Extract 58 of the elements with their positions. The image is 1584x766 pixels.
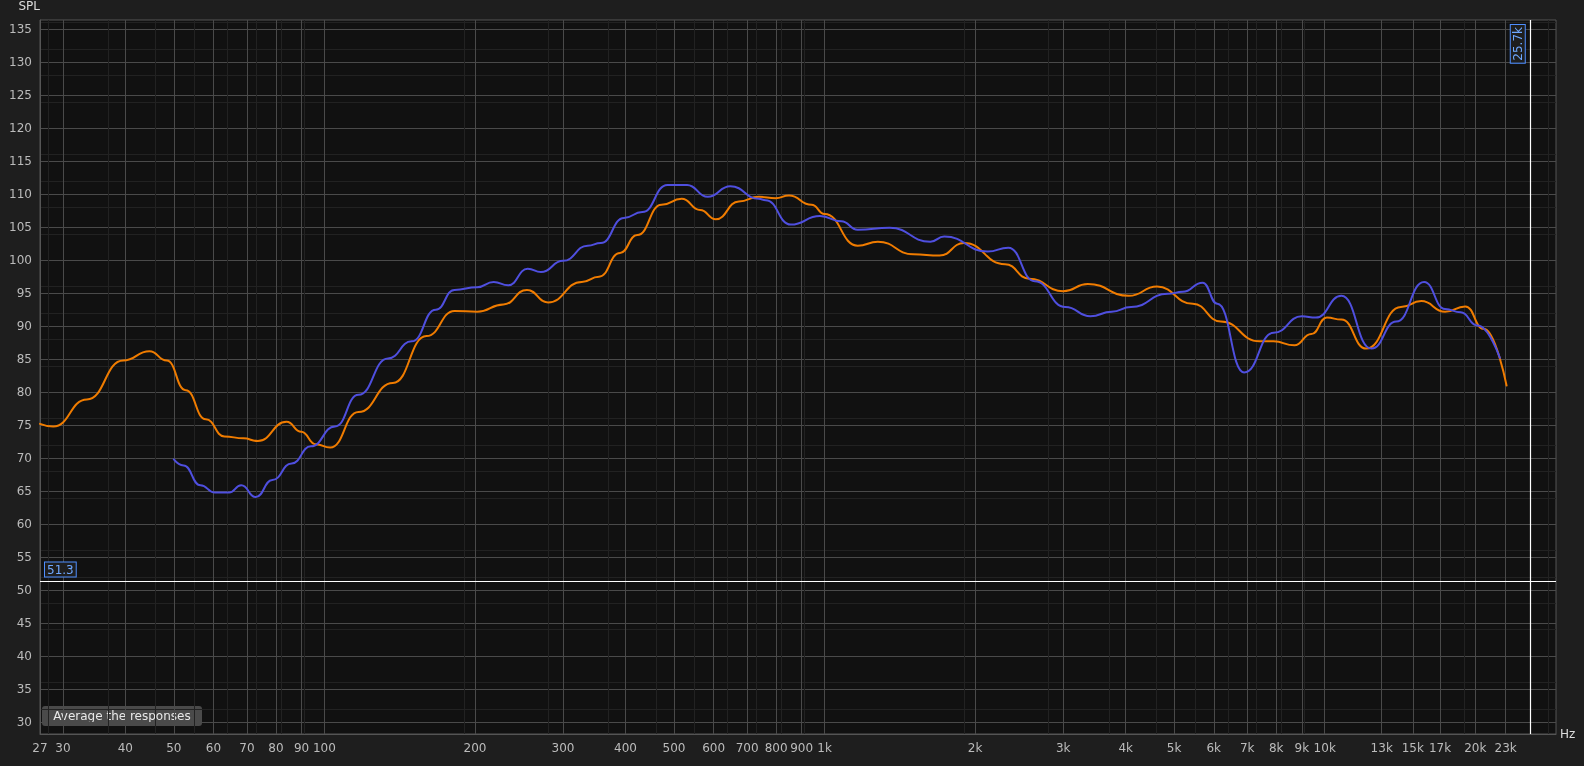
y-tick-label: 80 [16,385,32,400]
y-tick-label: 90 [16,319,32,334]
x-tick-label: 10k [1313,741,1336,755]
y-tick-label: 120 [9,121,32,136]
x-tick-label: 700 [735,741,759,755]
y-tick-label: 35 [16,682,32,697]
y-tick-label: 110 [9,187,32,202]
y-tick-label: 70 [16,451,32,466]
x-tick-label: 900 [790,741,814,755]
x-tick-label: 20k [1464,741,1487,755]
ref-line-label: 25.7k [1510,26,1525,61]
x-axis-title: Hz [1560,727,1576,741]
y-tick-label: 65 [16,484,32,499]
x-tick-label: 3k [1055,741,1071,755]
x-tick-label: 9k [1294,741,1310,755]
ref-line-label: 51.3 [47,562,74,577]
x-tick-label: 8k [1268,741,1284,755]
x-tick-label: 300 [551,741,575,755]
x-tick-label: 2k [967,741,983,755]
y-tick-label: 130 [9,55,32,70]
x-tick-label: 80 [268,741,284,755]
y-tick-label: 45 [16,616,32,631]
x-tick-label: 100 [312,741,336,755]
x-tick-label: 500 [662,741,686,755]
x-tick-label: 13k [1370,741,1393,755]
y-tick-label: 40 [16,649,32,664]
x-tick-label: 90 [293,741,310,755]
x-tick-label: 5k [1166,741,1182,755]
x-tick-label: 4k [1118,741,1134,755]
y-tick-label: 135 [9,22,32,37]
x-tick-label: 60 [205,741,222,755]
y-tick-label: 85 [16,352,32,367]
x-tick-label: 30 [55,741,71,755]
x-tick-label: 800 [764,741,788,755]
x-tick-label: 600 [702,741,726,755]
x-tick-label: 17k [1428,741,1452,755]
y-tick-label: 115 [9,154,32,169]
x-tick-label: 200 [463,741,487,755]
y-axis-title: SPL [18,0,41,13]
x-tick-label: 23k [1494,741,1517,755]
y-tick-label: 75 [16,418,32,433]
x-tick-label: 7k [1239,741,1255,755]
y-tick-label: 100 [9,253,32,268]
x-tick-label: 400 [614,741,637,755]
y-tick-label: 125 [9,88,32,103]
y-tick-label: 60 [16,517,32,532]
x-tick-label: 40 [117,741,134,755]
x-tick-label: 50 [166,741,182,755]
y-tick-label: 50 [16,583,32,598]
y-tick-label: 30 [16,715,32,730]
y-tick-label: 95 [16,286,32,301]
y-tick-label: 105 [9,220,32,235]
x-tick-label: 70 [239,741,255,755]
x-tick-label: 1k [817,741,832,755]
y-tick-label: 55 [16,550,32,565]
x-tick-label: 27 [32,741,48,755]
x-tick-label: 15k [1401,741,1424,755]
x-tick-label: 6k [1206,741,1222,755]
